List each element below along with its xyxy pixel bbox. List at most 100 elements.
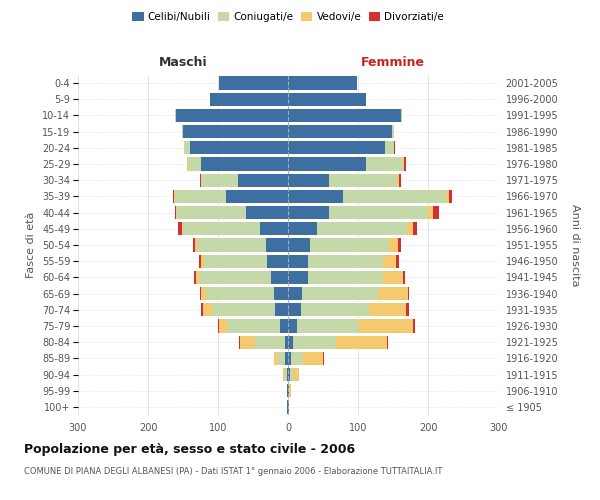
Bar [288, 109, 402, 122]
Bar [175, 206, 288, 220]
Bar [288, 222, 317, 235]
Bar [280, 320, 288, 332]
Bar [288, 320, 297, 332]
Bar [287, 400, 288, 413]
Bar [288, 320, 415, 332]
Bar [288, 400, 289, 413]
Bar [175, 109, 288, 122]
Bar [184, 141, 288, 154]
Bar [288, 336, 337, 349]
Bar [220, 76, 288, 90]
Bar [182, 125, 288, 138]
Bar [288, 400, 289, 413]
Bar [175, 190, 288, 203]
Bar [283, 368, 288, 381]
Bar [287, 400, 288, 413]
Bar [218, 320, 288, 332]
Bar [226, 190, 288, 203]
Bar [288, 125, 394, 138]
Y-axis label: Fasce di età: Fasce di età [26, 212, 37, 278]
Bar [288, 384, 289, 398]
Bar [288, 287, 302, 300]
Bar [274, 352, 288, 365]
Bar [288, 76, 356, 90]
Text: Popolazione per età, sesso e stato civile - 2006: Popolazione per età, sesso e stato civil… [24, 442, 355, 456]
Bar [288, 190, 343, 203]
Bar [271, 270, 288, 284]
Bar [201, 254, 288, 268]
Bar [287, 384, 288, 398]
Bar [274, 287, 288, 300]
Bar [200, 158, 288, 170]
Bar [175, 109, 288, 122]
Bar [200, 174, 288, 187]
Bar [288, 76, 356, 90]
Text: COMUNE DI PIANA DEGLI ALBANESI (PA) - Dati ISTAT 1° gennaio 2006 - Elaborazione : COMUNE DI PIANA DEGLI ALBANESI (PA) - Da… [24, 468, 442, 476]
Bar [173, 190, 288, 203]
Bar [288, 109, 402, 122]
Bar [288, 303, 369, 316]
Bar [288, 158, 403, 170]
Bar [218, 320, 288, 332]
Bar [287, 400, 288, 413]
Bar [288, 92, 367, 106]
Bar [209, 92, 288, 106]
Bar [220, 76, 288, 90]
Bar [288, 287, 377, 300]
Bar [288, 206, 428, 220]
Bar [284, 352, 288, 365]
Bar [288, 206, 439, 220]
Bar [288, 174, 401, 187]
Bar [288, 92, 367, 106]
Bar [288, 303, 406, 316]
Bar [288, 352, 304, 365]
Bar [287, 384, 288, 398]
Bar [203, 303, 288, 316]
Bar [288, 368, 290, 381]
Bar [288, 238, 398, 252]
Bar [260, 222, 288, 235]
Bar [288, 92, 367, 106]
Bar [183, 222, 288, 235]
Bar [184, 141, 288, 154]
Bar [184, 141, 288, 154]
Bar [288, 158, 406, 170]
Bar [209, 92, 288, 106]
Bar [204, 254, 288, 268]
Bar [288, 76, 356, 90]
Bar [188, 158, 288, 170]
Bar [182, 125, 288, 138]
Bar [183, 125, 288, 138]
Bar [288, 400, 289, 413]
Bar [288, 254, 398, 268]
Bar [287, 384, 288, 398]
Bar [200, 287, 288, 300]
Bar [288, 352, 323, 365]
Bar [267, 254, 288, 268]
Bar [288, 141, 395, 154]
Bar [288, 109, 401, 122]
Bar [288, 352, 324, 365]
Bar [246, 206, 288, 220]
Bar [194, 270, 288, 284]
Bar [288, 141, 385, 154]
Bar [288, 384, 291, 398]
Bar [288, 222, 407, 235]
Bar [288, 174, 398, 187]
Bar [288, 270, 405, 284]
Bar [288, 336, 387, 349]
Bar [187, 158, 288, 170]
Bar [288, 125, 394, 138]
Bar [190, 141, 288, 154]
Y-axis label: Anni di nascita: Anni di nascita [569, 204, 580, 286]
Bar [288, 174, 397, 187]
Bar [288, 206, 329, 220]
Bar [200, 303, 288, 316]
Bar [287, 400, 288, 413]
Bar [288, 320, 359, 332]
Bar [195, 238, 288, 252]
Bar [288, 368, 293, 381]
Bar [288, 141, 394, 154]
Bar [220, 76, 288, 90]
Bar [288, 109, 402, 122]
